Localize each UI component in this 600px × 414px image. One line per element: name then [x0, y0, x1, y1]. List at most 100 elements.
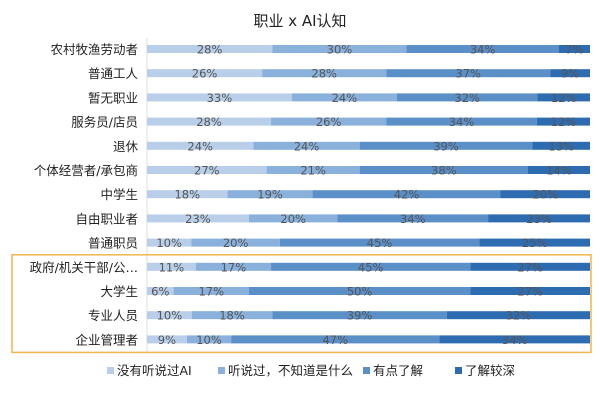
bar-segment — [191, 311, 273, 320]
data-label: 30% — [327, 43, 353, 57]
category-label: 服务员/店员 — [71, 115, 138, 130]
data-label: 45% — [358, 260, 384, 274]
bar-segment — [173, 287, 249, 295]
data-label: 17% — [198, 285, 224, 299]
data-label: 6% — [151, 285, 169, 299]
bar-segment — [248, 287, 471, 295]
data-label: 12% — [551, 91, 577, 105]
legend-label: 了解较深 — [465, 363, 515, 378]
bar-segment — [479, 238, 590, 247]
legend-swatch — [218, 367, 225, 374]
data-label: 24% — [332, 91, 358, 105]
bar-segment — [488, 214, 590, 223]
data-label: 9% — [561, 67, 579, 81]
bar-segment — [253, 141, 360, 150]
bar-segment — [550, 69, 590, 78]
data-label: 38% — [431, 164, 457, 178]
data-label: 14% — [546, 164, 572, 178]
bar-segment — [337, 214, 489, 223]
bar-segment — [227, 190, 313, 199]
data-label: 25% — [522, 236, 548, 250]
data-label: 50% — [347, 285, 373, 299]
bar-segment — [147, 117, 272, 126]
bar-segment — [262, 69, 387, 78]
bar-segment — [248, 214, 338, 223]
bar-segment — [147, 141, 254, 150]
bar-segment — [147, 190, 228, 199]
data-label: 24% — [187, 139, 213, 153]
bar-segment — [147, 311, 192, 320]
data-label: 20% — [280, 212, 306, 226]
data-label: 45% — [367, 236, 393, 250]
bar-segment — [147, 262, 196, 271]
data-label: 27% — [194, 164, 220, 178]
data-label: 19% — [257, 188, 283, 202]
category-label: 自由职业者 — [75, 211, 138, 226]
data-label: 9% — [158, 333, 176, 347]
bar-segment — [536, 117, 590, 126]
data-label: 34% — [400, 212, 426, 226]
bar-segment — [147, 69, 263, 78]
data-label: 20% — [532, 188, 558, 202]
bar-segment — [500, 190, 590, 199]
bar-segment — [147, 93, 292, 102]
bar-segment — [231, 335, 440, 344]
category-label: 企业管理者 — [75, 332, 138, 347]
bar-segment — [147, 287, 174, 295]
bar-segment — [527, 166, 590, 174]
category-label: 中学生 — [100, 187, 138, 202]
bar-segment — [291, 93, 398, 102]
highlight-box — [11, 254, 592, 354]
bar-segment — [532, 141, 590, 150]
category-label: 农村牧渔劳动者 — [50, 42, 138, 57]
bar-segment — [271, 262, 471, 271]
data-label: 39% — [433, 139, 459, 153]
data-label: 18% — [219, 309, 245, 323]
category-label: 政府/机关干部/公… — [30, 260, 138, 275]
bar-segment — [397, 93, 538, 102]
data-label: 27% — [517, 285, 543, 299]
data-label: 34% — [470, 43, 496, 57]
category-label: 个体经营者/承包商 — [34, 163, 138, 178]
category-label: 专业人员 — [88, 308, 138, 323]
data-label: 26% — [192, 67, 218, 81]
bar-segment — [279, 238, 480, 247]
bar-segment — [359, 141, 533, 150]
data-label: 26% — [316, 115, 342, 129]
bar-segment — [195, 262, 272, 271]
data-label: 24% — [294, 139, 320, 153]
bar-segment — [266, 166, 360, 174]
bar-segment — [312, 190, 501, 199]
data-label: 28% — [311, 67, 337, 81]
data-label: 18% — [174, 188, 200, 202]
data-label: 37% — [455, 67, 481, 81]
bar-segment — [147, 335, 187, 344]
data-label: 39% — [347, 309, 373, 323]
data-label: 21% — [300, 164, 326, 178]
data-label: 17% — [221, 260, 247, 274]
legend-label: 有点了解 — [373, 363, 423, 378]
bar-segment — [186, 335, 232, 344]
legend-label: 听说过，不知道是什么 — [228, 363, 353, 378]
bar-segment — [470, 262, 590, 271]
data-label: 28% — [196, 115, 222, 129]
category-label: 普通工人 — [88, 66, 139, 81]
bar-segment — [147, 238, 192, 247]
legend-swatch — [107, 367, 114, 374]
data-label: 32% — [506, 309, 532, 323]
data-label: 47% — [322, 333, 348, 347]
bar-segment — [272, 45, 407, 53]
bar-segment — [470, 287, 590, 295]
bar-segment — [386, 117, 537, 126]
data-label: 13% — [548, 139, 574, 153]
bar-segment — [272, 311, 447, 320]
legend-swatch — [363, 367, 370, 374]
bar-segment — [537, 93, 590, 102]
data-label: 42% — [394, 188, 420, 202]
bar-segment — [359, 166, 528, 174]
bar-segment — [147, 166, 267, 174]
category-label: 普通职员 — [88, 236, 138, 251]
data-label: 34% — [502, 333, 528, 347]
